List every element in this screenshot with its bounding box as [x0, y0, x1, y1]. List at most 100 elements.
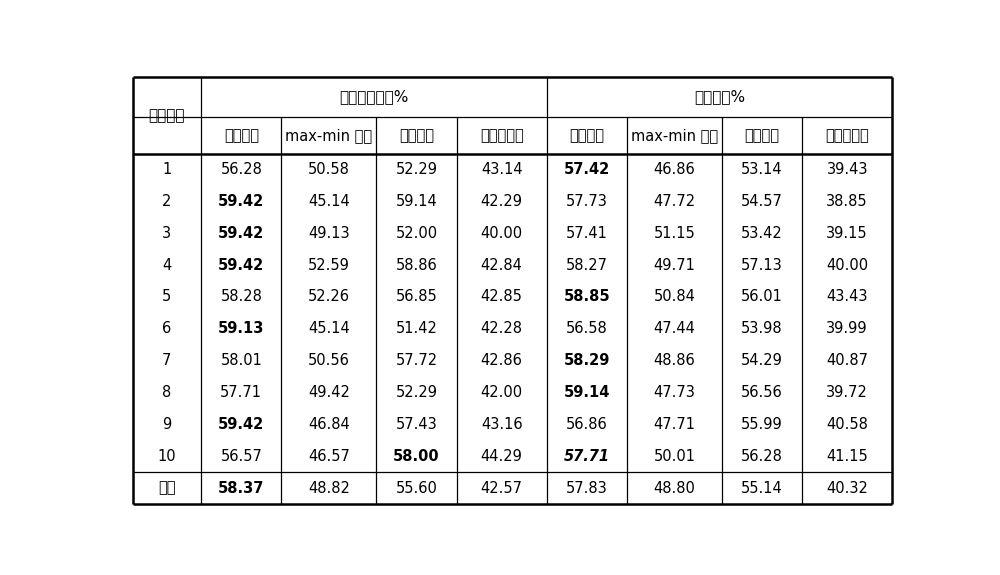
Text: 42.85: 42.85: [481, 289, 523, 305]
Text: 43.16: 43.16: [481, 417, 522, 432]
Text: 48.86: 48.86: [654, 353, 695, 368]
Text: 40.58: 40.58: [826, 417, 868, 432]
Text: 38.85: 38.85: [826, 194, 868, 209]
Text: 平均: 平均: [158, 481, 176, 496]
Text: 42.86: 42.86: [481, 353, 523, 368]
Text: 原始数据: 原始数据: [224, 128, 259, 143]
Text: 42.29: 42.29: [481, 194, 523, 209]
Text: 47.72: 47.72: [653, 194, 696, 209]
Text: 10: 10: [158, 448, 176, 464]
Text: 57.42: 57.42: [564, 162, 610, 177]
Text: 59.42: 59.42: [218, 417, 264, 432]
Text: 41.15: 41.15: [826, 448, 868, 464]
Text: 4: 4: [162, 258, 172, 273]
Text: 47.44: 47.44: [654, 321, 695, 336]
Text: 50.56: 50.56: [308, 353, 350, 368]
Text: 实验次数: 实验次数: [149, 108, 185, 122]
Text: max-min 变换: max-min 变换: [631, 128, 718, 143]
Text: 58.85: 58.85: [564, 289, 610, 305]
Text: 58.37: 58.37: [218, 481, 264, 496]
Text: 55.99: 55.99: [741, 417, 783, 432]
Text: 53.14: 53.14: [741, 162, 783, 177]
Text: 57.83: 57.83: [566, 481, 608, 496]
Text: 56.01: 56.01: [741, 289, 783, 305]
Text: 56.86: 56.86: [566, 417, 608, 432]
Text: 7: 7: [162, 353, 172, 368]
Text: 55.14: 55.14: [741, 481, 783, 496]
Text: 40.87: 40.87: [826, 353, 868, 368]
Text: 49.42: 49.42: [308, 385, 350, 400]
Text: 59.42: 59.42: [218, 194, 264, 209]
Text: 46.57: 46.57: [308, 448, 350, 464]
Text: 59.13: 59.13: [218, 321, 264, 336]
Text: 46.86: 46.86: [654, 162, 695, 177]
Text: 53.98: 53.98: [741, 321, 783, 336]
Text: 57.71: 57.71: [220, 385, 262, 400]
Text: 42.84: 42.84: [481, 258, 523, 273]
Text: 57.72: 57.72: [395, 353, 438, 368]
Text: 48.80: 48.80: [654, 481, 695, 496]
Text: 42.57: 42.57: [481, 481, 523, 496]
Text: 反正切变换: 反正切变换: [825, 128, 869, 143]
Text: 42.28: 42.28: [481, 321, 523, 336]
Text: 56.85: 56.85: [396, 289, 437, 305]
Text: 43.43: 43.43: [826, 289, 868, 305]
Text: 52.00: 52.00: [395, 226, 438, 241]
Text: 46.84: 46.84: [308, 417, 350, 432]
Text: 58.27: 58.27: [566, 258, 608, 273]
Text: 57.43: 57.43: [396, 417, 437, 432]
Text: 58.28: 58.28: [220, 289, 262, 305]
Text: 58.00: 58.00: [393, 448, 440, 464]
Text: 40.00: 40.00: [481, 226, 523, 241]
Text: 59.42: 59.42: [218, 226, 264, 241]
Text: 49.13: 49.13: [308, 226, 350, 241]
Text: 51.42: 51.42: [396, 321, 437, 336]
Text: 57.73: 57.73: [566, 194, 608, 209]
Text: 57.13: 57.13: [741, 258, 783, 273]
Text: 47.73: 47.73: [654, 385, 695, 400]
Text: 45.14: 45.14: [308, 321, 350, 336]
Text: 58.86: 58.86: [396, 258, 437, 273]
Text: 52.59: 52.59: [308, 258, 350, 273]
Text: 6: 6: [162, 321, 172, 336]
Text: 原始数据: 原始数据: [569, 128, 604, 143]
Text: 58.01: 58.01: [220, 353, 262, 368]
Text: 反正切变换: 反正切变换: [480, 128, 524, 143]
Text: 50.84: 50.84: [654, 289, 695, 305]
Text: 50.58: 50.58: [308, 162, 350, 177]
Text: 简单多数投票%: 简单多数投票%: [339, 90, 409, 105]
Text: 50.01: 50.01: [653, 448, 695, 464]
Text: 59.42: 59.42: [218, 258, 264, 273]
Text: 47.71: 47.71: [653, 417, 695, 432]
Text: 52.29: 52.29: [395, 162, 437, 177]
Text: 5: 5: [162, 289, 172, 305]
Text: 59.14: 59.14: [396, 194, 437, 209]
Text: 40.32: 40.32: [826, 481, 868, 496]
Text: 加权投票%: 加权投票%: [694, 90, 745, 105]
Text: 44.29: 44.29: [481, 448, 523, 464]
Text: 48.82: 48.82: [308, 481, 350, 496]
Text: 53.42: 53.42: [741, 226, 783, 241]
Text: 57.41: 57.41: [566, 226, 608, 241]
Text: 49.71: 49.71: [654, 258, 695, 273]
Text: 57.71: 57.71: [564, 448, 610, 464]
Text: 59.14: 59.14: [564, 385, 610, 400]
Text: max-min 变换: max-min 变换: [285, 128, 372, 143]
Text: 3: 3: [162, 226, 171, 241]
Text: 对数变换: 对数变换: [399, 128, 434, 143]
Text: 39.15: 39.15: [826, 226, 868, 241]
Text: 43.14: 43.14: [481, 162, 522, 177]
Text: 42.00: 42.00: [481, 385, 523, 400]
Text: 40.00: 40.00: [826, 258, 868, 273]
Text: 56.58: 56.58: [566, 321, 608, 336]
Text: 54.29: 54.29: [741, 353, 783, 368]
Text: 56.28: 56.28: [220, 162, 262, 177]
Text: 52.29: 52.29: [395, 385, 437, 400]
Text: 54.57: 54.57: [741, 194, 783, 209]
Text: 56.28: 56.28: [741, 448, 783, 464]
Text: 2: 2: [162, 194, 172, 209]
Text: 52.26: 52.26: [308, 289, 350, 305]
Text: 8: 8: [162, 385, 172, 400]
Text: 9: 9: [162, 417, 172, 432]
Text: 56.57: 56.57: [220, 448, 262, 464]
